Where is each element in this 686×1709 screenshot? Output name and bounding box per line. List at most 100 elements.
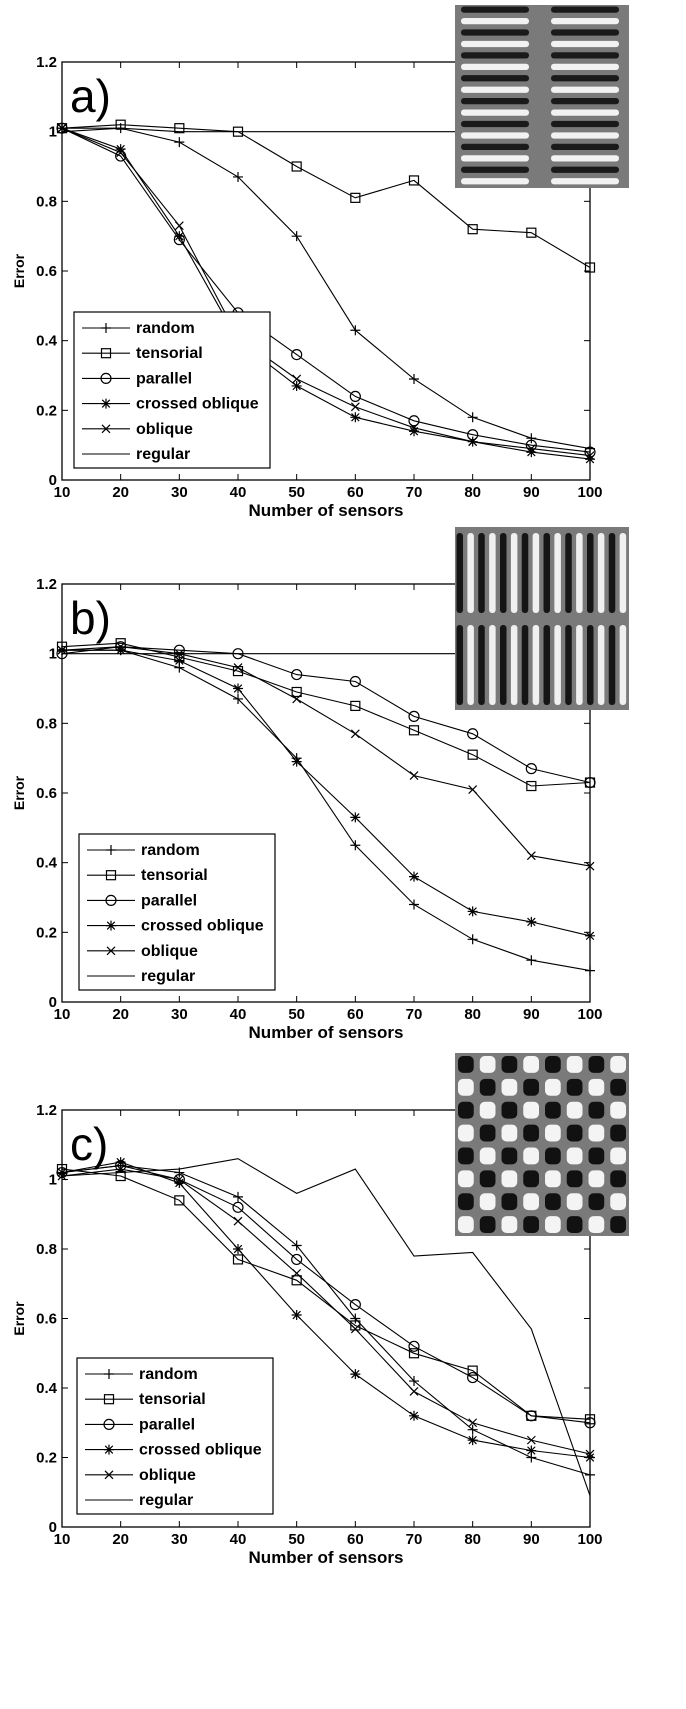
inset-stripe (467, 625, 474, 705)
inset-cell (479, 1078, 496, 1096)
data-point (174, 1177, 185, 1188)
x-tick-label: 80 (464, 1006, 481, 1023)
legend-marker (100, 372, 112, 384)
inset-stripe (461, 75, 529, 82)
inset-cell (545, 1147, 561, 1165)
y-tick-label: 1.2 (36, 1102, 57, 1119)
inset-stripe (478, 533, 485, 613)
x-tick-label: 100 (577, 484, 602, 501)
legend-label: random (136, 320, 195, 337)
x-tick-label: 60 (347, 1006, 364, 1023)
legend-marker (101, 398, 111, 409)
data-point (526, 1445, 537, 1456)
inset-stripe (551, 63, 619, 70)
data-point (232, 1201, 244, 1213)
inset-stripe (461, 143, 529, 151)
plot-frame (61, 583, 591, 1003)
data-point (350, 1369, 361, 1380)
inset-cell (545, 1193, 561, 1211)
series-line (61, 127, 591, 460)
data-point (174, 1175, 184, 1184)
data-point (409, 1376, 419, 1387)
inset-stripe (461, 29, 529, 36)
inset-stripe (551, 98, 619, 105)
legend-label: parallel (139, 1416, 195, 1433)
data-point (233, 1191, 243, 1202)
legend-marker (106, 920, 116, 931)
x-tick-label: 80 (464, 1531, 481, 1548)
inset-cell (545, 1056, 561, 1073)
legend: random tensorial parallel crossed oblique ob… (76, 1357, 274, 1515)
inset-cell (458, 1056, 474, 1073)
x-tick-label: 60 (347, 1531, 364, 1548)
y-axis-label: Error (11, 775, 27, 810)
inset-stripe (551, 40, 619, 48)
x-axis-label: Number of sensors (249, 501, 404, 520)
data-point (526, 433, 537, 444)
x-tick-label: 80 (464, 484, 481, 501)
inset-cell (501, 1147, 518, 1165)
inset-cell (501, 1216, 518, 1233)
data-point (409, 871, 419, 882)
inset-stripe (500, 533, 507, 613)
legend-label: random (139, 1366, 198, 1383)
data-point (174, 231, 185, 242)
data-point (174, 655, 185, 666)
data-point (233, 1244, 243, 1254)
data-point (467, 749, 478, 760)
inset-cell (479, 1216, 496, 1233)
inset-cell (588, 1193, 605, 1211)
x-tick-label: 100 (577, 1531, 602, 1548)
y-axis-label: Error (11, 253, 27, 288)
data-point (116, 148, 126, 157)
data-point (408, 415, 420, 427)
legend-label: tensorial (136, 345, 203, 362)
data-point (350, 729, 360, 739)
inset-cell (479, 1101, 496, 1119)
x-tick-label: 20 (112, 1006, 129, 1023)
data-point (350, 700, 361, 712)
data-point (350, 840, 361, 851)
data-point (232, 1254, 244, 1265)
legend-label: crossed oblique (139, 1442, 262, 1459)
data-point (526, 780, 537, 792)
inset-stripe (587, 625, 594, 705)
legend-entry: crossed oblique (85, 1442, 262, 1459)
x-tick-label: 10 (54, 1531, 71, 1548)
data-point (292, 1268, 302, 1278)
data-point (292, 374, 302, 384)
data-point (526, 1435, 536, 1445)
inset-stripe (565, 533, 572, 613)
legend-entry: oblique (85, 1467, 196, 1484)
inset-cell (501, 1193, 518, 1211)
legend-label: crossed oblique (141, 918, 264, 935)
data-point (349, 390, 361, 402)
legend-entry: parallel (87, 892, 197, 909)
chart-panel-3: 10 20 30 40 50 60 70 80 90 100 0 0.2 0.4 0.6 0.8 1 1.2 Nu… (11, 1053, 629, 1567)
legend-entry: tensorial (82, 345, 203, 362)
data-point (409, 1410, 419, 1421)
x-tick-label: 40 (230, 1531, 247, 1548)
inset-cell (566, 1124, 583, 1142)
data-point (291, 1253, 303, 1266)
legend-entry: random (87, 842, 200, 859)
data-point (174, 1195, 185, 1206)
y-tick-label: 0.2 (36, 402, 57, 419)
data-point (525, 763, 537, 775)
series-line (62, 127, 591, 450)
series-line (61, 646, 591, 867)
inset-cell (479, 1124, 496, 1142)
data-point (350, 402, 360, 412)
inset-cell (523, 1216, 539, 1233)
series-line (62, 649, 591, 972)
data-point (291, 1275, 302, 1286)
inset-cell (523, 1147, 539, 1165)
data-point (350, 412, 361, 423)
legend-entry: crossed oblique (87, 918, 264, 935)
data-point (350, 325, 361, 336)
inset-cell (501, 1078, 518, 1096)
inset-stripe (551, 120, 619, 128)
inset-cell (545, 1124, 561, 1142)
legend-label: regular (136, 446, 190, 463)
y-tick-label: 0.6 (36, 785, 57, 802)
